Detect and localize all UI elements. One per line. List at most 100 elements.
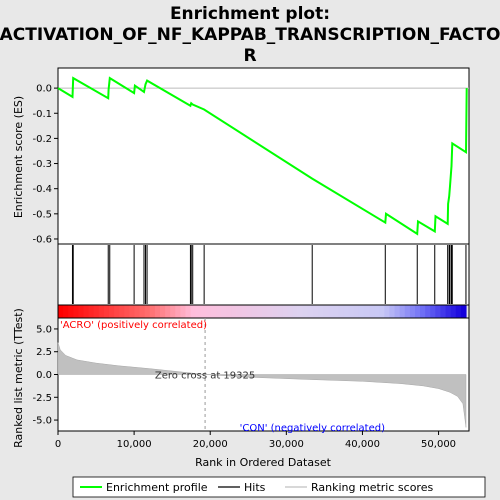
color-bar-segment [312, 305, 319, 318]
legend-label: Enrichment profile [106, 481, 208, 494]
color-bar-segment [119, 305, 125, 318]
metric-y-tick-label: -5.0 [32, 416, 52, 427]
color-bar-segment [394, 305, 401, 318]
color-bar-segment [63, 305, 69, 318]
color-bar-segment [124, 305, 130, 318]
metric-panel: 5.0 2.5 0.0 -2.5 -5.0 Zero cross at 19325 'A… [12, 308, 470, 448]
x-tick-label: 30,000 [269, 439, 304, 450]
color-bar-segment [236, 305, 243, 318]
color-bar-segment [435, 305, 442, 318]
hits-lines-group [71, 245, 467, 304]
color-bar-segment [114, 305, 120, 318]
color-bar-segment [159, 305, 166, 318]
color-bar-segment [73, 305, 79, 318]
color-bar-segment [210, 305, 217, 318]
color-bar-segment [134, 305, 141, 318]
color-bar-segment [195, 305, 202, 318]
es-y-tick-label: -0.4 [32, 184, 52, 195]
metric-y-tick-label: 5.0 [36, 324, 52, 335]
metric-y-axis-label: Ranked list metric (TTest) [12, 308, 25, 448]
color-bar-segment [200, 305, 207, 318]
legend-label: Hits [244, 481, 266, 494]
color-bar-segment [241, 305, 248, 318]
color-bar-segment [170, 305, 176, 318]
es-y-axis-label: Enrichment score (ES) [12, 96, 25, 218]
color-bar-segment [425, 305, 431, 318]
chart-title-line-2: ACTIVATION_OF_NF_KAPPAB_TRANSCRIPTION_FA… [0, 25, 500, 45]
color-bar-segment [261, 305, 268, 318]
color-bar-segment [68, 305, 74, 318]
color-bar-segment [267, 305, 273, 318]
color-bar-segment [333, 305, 340, 318]
es-y-tick-label: -0.1 [32, 109, 52, 120]
color-bar-segment [292, 305, 299, 318]
color-bar-segment [414, 305, 421, 318]
ranking-metric-area [57, 342, 467, 428]
es-panel: 0.0 -0.1 -0.2 -0.3 -0.4 -0.5 -0.6 Enrichment s… [12, 67, 470, 245]
color-bar-segment [389, 305, 396, 318]
color-bar-segment [399, 305, 406, 318]
color-bar-segment [277, 305, 283, 318]
color-bar-segment [175, 305, 181, 318]
color-bar-segment [445, 305, 452, 318]
color-bar-segment [348, 305, 355, 318]
color-bar-segment [58, 305, 64, 318]
color-bar-segment [103, 305, 110, 318]
color-bar-segment [93, 305, 100, 318]
color-bar-segment [108, 305, 115, 318]
color-bar-segment [129, 305, 136, 318]
color-bar-segment [409, 305, 416, 318]
color-bar-segment [144, 305, 151, 318]
zero-cross-annotation: Zero cross at 19325 [155, 371, 255, 382]
hits-panel [57, 243, 470, 306]
x-tick-label: 20,000 [193, 439, 228, 450]
es-panel-background [57, 67, 470, 245]
color-bar-segment [302, 305, 309, 318]
x-axis-ticks: 0 10,000 20,000 30,000 40,000 50,000 [55, 431, 456, 450]
es-y-tick-label: 0.0 [36, 84, 52, 95]
ranking-color-bar [57, 304, 470, 319]
color-bar-segment [226, 305, 232, 318]
x-tick-label: 50,000 [421, 439, 456, 450]
enrichment-profile-line [57, 76, 468, 236]
color-bar-segment [323, 305, 329, 318]
color-bar-segment [149, 305, 156, 318]
color-bar-segment [404, 305, 411, 318]
color-bar-segment [221, 305, 227, 318]
chart-title-line-1: Enrichment plot: [170, 4, 330, 24]
metric-y-ticks: 5.0 2.5 0.0 -2.5 -5.0 [32, 324, 58, 427]
color-bar-segment [190, 305, 197, 318]
color-bar-segment [430, 305, 436, 318]
x-tick-label: 0 [55, 439, 61, 450]
color-bar-segment [338, 305, 345, 318]
color-bar-segment [272, 305, 278, 318]
color-bar-segment [363, 305, 370, 318]
color-bar-segment [88, 305, 95, 318]
color-bar-segment [246, 305, 253, 318]
color-bar-segment [358, 305, 365, 318]
color-bar-segment [420, 305, 426, 318]
legend-label: Ranking metric scores [311, 481, 433, 494]
hits-panel-background [57, 243, 470, 306]
color-bar-segment [83, 305, 90, 318]
color-bar-segment [369, 305, 375, 318]
negative-correlation-label: 'CON' (negatively correlated) [240, 423, 385, 434]
color-bar-segment [307, 305, 314, 318]
chart-title-line-3: R [243, 46, 256, 66]
es-y-tick-label: -0.3 [32, 159, 52, 170]
metric-y-tick-label: 0.0 [36, 370, 52, 381]
color-bar-segment [384, 305, 391, 318]
color-bar-segment [139, 305, 146, 318]
color-bar-segment [154, 305, 161, 318]
color-bar-segment [185, 305, 192, 318]
positive-correlation-label: 'ACRO' (positively correlated) [60, 320, 207, 331]
legend: Enrichment profile Hits Ranking metric sco… [72, 476, 486, 498]
color-bar-segment [256, 305, 263, 318]
es-y-ticks: 0.0 -0.1 -0.2 -0.3 -0.4 -0.5 -0.6 [32, 84, 58, 245]
color-bar-segment [287, 305, 294, 318]
color-bar-segment [205, 305, 212, 318]
color-bar-segment [343, 305, 350, 318]
color-bar-segment [374, 305, 380, 318]
color-bar-segment [297, 305, 304, 318]
